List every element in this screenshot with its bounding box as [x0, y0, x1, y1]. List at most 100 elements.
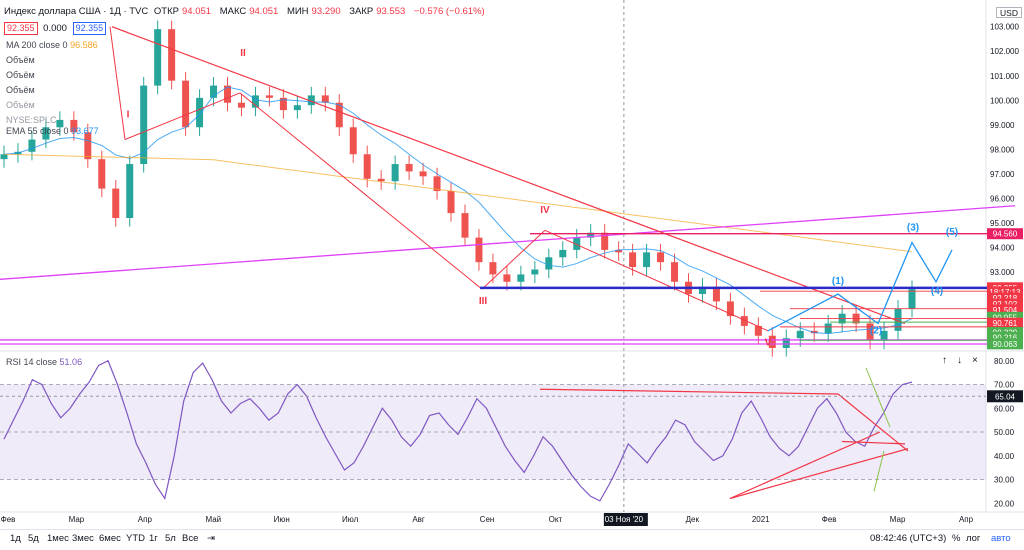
- range-3m[interactable]: 3мес: [72, 533, 94, 544]
- rsi-tick-label: 30.00: [994, 476, 1015, 485]
- candle-body: [28, 139, 36, 152]
- candle-body: [237, 102, 245, 108]
- rsi-trendline-green: [873, 450, 885, 492]
- bid-pill[interactable]: 92.355: [4, 22, 38, 35]
- price-axis-label-box: [987, 304, 1023, 316]
- price-axis-label-box: [987, 286, 1023, 298]
- ask-pill[interactable]: 92.355: [72, 22, 107, 35]
- range-6m[interactable]: 6мес: [99, 533, 121, 544]
- bid-ask-row: 92.355 0.000 92.355: [4, 22, 109, 35]
- range-ytd[interactable]: YTD: [126, 533, 145, 544]
- candle-body: [531, 269, 539, 275]
- indicator-volume-3[interactable]: Объём: [6, 85, 35, 95]
- candle-body: [671, 262, 679, 282]
- price-tick-label: 102.000: [990, 47, 1019, 56]
- pane-up-icon[interactable]: ↑: [942, 355, 947, 366]
- time-tick-label: 03 Ноя '20: [605, 515, 644, 524]
- auto-toggle[interactable]: авто: [991, 533, 1011, 544]
- ma200-line: [3, 153, 913, 253]
- candle-body: [880, 330, 888, 341]
- range-1m[interactable]: 1мес: [47, 533, 69, 544]
- clock[interactable]: 08:42:46 (UTC+3): [870, 533, 947, 544]
- indicator-ema55[interactable]: EMA 55 close 0 93.677: [6, 126, 99, 136]
- candle-body: [363, 154, 371, 179]
- range-all[interactable]: Все: [182, 533, 199, 544]
- wave-label: I: [127, 109, 130, 120]
- candle-body: [768, 335, 776, 348]
- candle-body: [740, 316, 748, 326]
- rsi-trendline: [837, 393, 909, 452]
- candle-body: [293, 105, 301, 111]
- trendline-magenta: [0, 205, 1016, 280]
- price-axis-label-box: [987, 331, 1023, 343]
- candle-body: [321, 95, 329, 103]
- candle-body: [489, 262, 497, 275]
- indicator-volume-4[interactable]: Объём: [6, 100, 35, 110]
- candle-body: [615, 249, 623, 253]
- range-1d[interactable]: 1д: [10, 533, 21, 544]
- candle-body: [657, 252, 665, 263]
- time-tick-label: Окт: [549, 515, 563, 524]
- time-tick-label: Апр: [138, 515, 153, 524]
- time-tick-label: Мар: [890, 515, 906, 524]
- candle-body: [70, 119, 78, 133]
- candle-body: [419, 171, 427, 177]
- wave-line: [239, 92, 483, 290]
- rsi-trendline: [729, 431, 881, 500]
- symbol-title[interactable]: Индекс доллара США · 1Д · TVC: [4, 6, 149, 17]
- time-tick-label: Мар: [69, 515, 85, 524]
- candle-body: [447, 191, 455, 214]
- time-tick-label: Фев: [1, 515, 16, 524]
- rsi-line: [3, 359, 913, 502]
- time-tick-label: Дек: [686, 515, 700, 524]
- wave-line: [544, 229, 769, 332]
- log-toggle[interactable]: лог: [966, 533, 981, 544]
- indicator-volume-1[interactable]: Объём: [6, 55, 35, 65]
- candle-body: [140, 85, 148, 165]
- indicator-ma200[interactable]: MA 200 close 0 96.586: [6, 40, 98, 50]
- candle-body: [643, 252, 651, 268]
- candles: [0, 20, 916, 357]
- percent-toggle[interactable]: %: [952, 533, 961, 544]
- time-tick-label: Сен: [480, 515, 495, 524]
- rsi-trendline: [729, 448, 909, 500]
- candle-body: [42, 127, 50, 140]
- price-tick-label: 103.000: [990, 23, 1019, 32]
- time-tick-label: Июл: [342, 515, 359, 524]
- range-5d[interactable]: 5д: [28, 533, 39, 544]
- price-axis-label-box: [987, 228, 1023, 240]
- price-axis-label: 90.063: [993, 340, 1018, 349]
- price-axis-label-box: [987, 317, 1023, 329]
- price-axis-label: 90.216: [993, 333, 1018, 342]
- candle-body: [279, 97, 287, 111]
- range-1y[interactable]: 1г: [149, 533, 158, 544]
- price-tick-label: 95.000: [990, 219, 1015, 228]
- pane-down-icon[interactable]: ↓: [957, 355, 962, 366]
- rsi-trendline: [841, 440, 906, 445]
- ema55-line: [3, 86, 913, 335]
- rsi-trendline-green: [865, 367, 891, 428]
- indicator-nyse-splc[interactable]: NYSE:SPLC: [6, 115, 57, 125]
- rsi-tick-label: 50.00: [994, 428, 1015, 437]
- indicator-volume-2[interactable]: Объём: [6, 70, 35, 80]
- wave-label: (1): [832, 276, 844, 287]
- change-value: −0.576 (−0.61%): [413, 6, 485, 17]
- go-to-date-icon[interactable]: ⇥: [207, 533, 215, 544]
- price-axis-label-box: [987, 338, 1023, 350]
- spread-value: 0.000: [43, 23, 67, 34]
- candle-body: [56, 119, 64, 128]
- candle-body: [754, 325, 762, 336]
- candle-body: [908, 289, 916, 309]
- wave-line: [481, 229, 546, 290]
- rsi-legend[interactable]: RSI 14 close 51.06: [6, 357, 83, 367]
- wave-label: III: [479, 296, 488, 307]
- range-5y[interactable]: 5л: [165, 533, 176, 544]
- time-tick-label: Авг: [412, 515, 425, 524]
- candle-body: [601, 232, 609, 250]
- ohlc-high: МАКС 94.051: [219, 6, 279, 17]
- pane-close-icon[interactable]: ×: [972, 355, 978, 366]
- currency-label[interactable]: USD: [996, 7, 1022, 18]
- time-tick-label: Июн: [274, 515, 290, 524]
